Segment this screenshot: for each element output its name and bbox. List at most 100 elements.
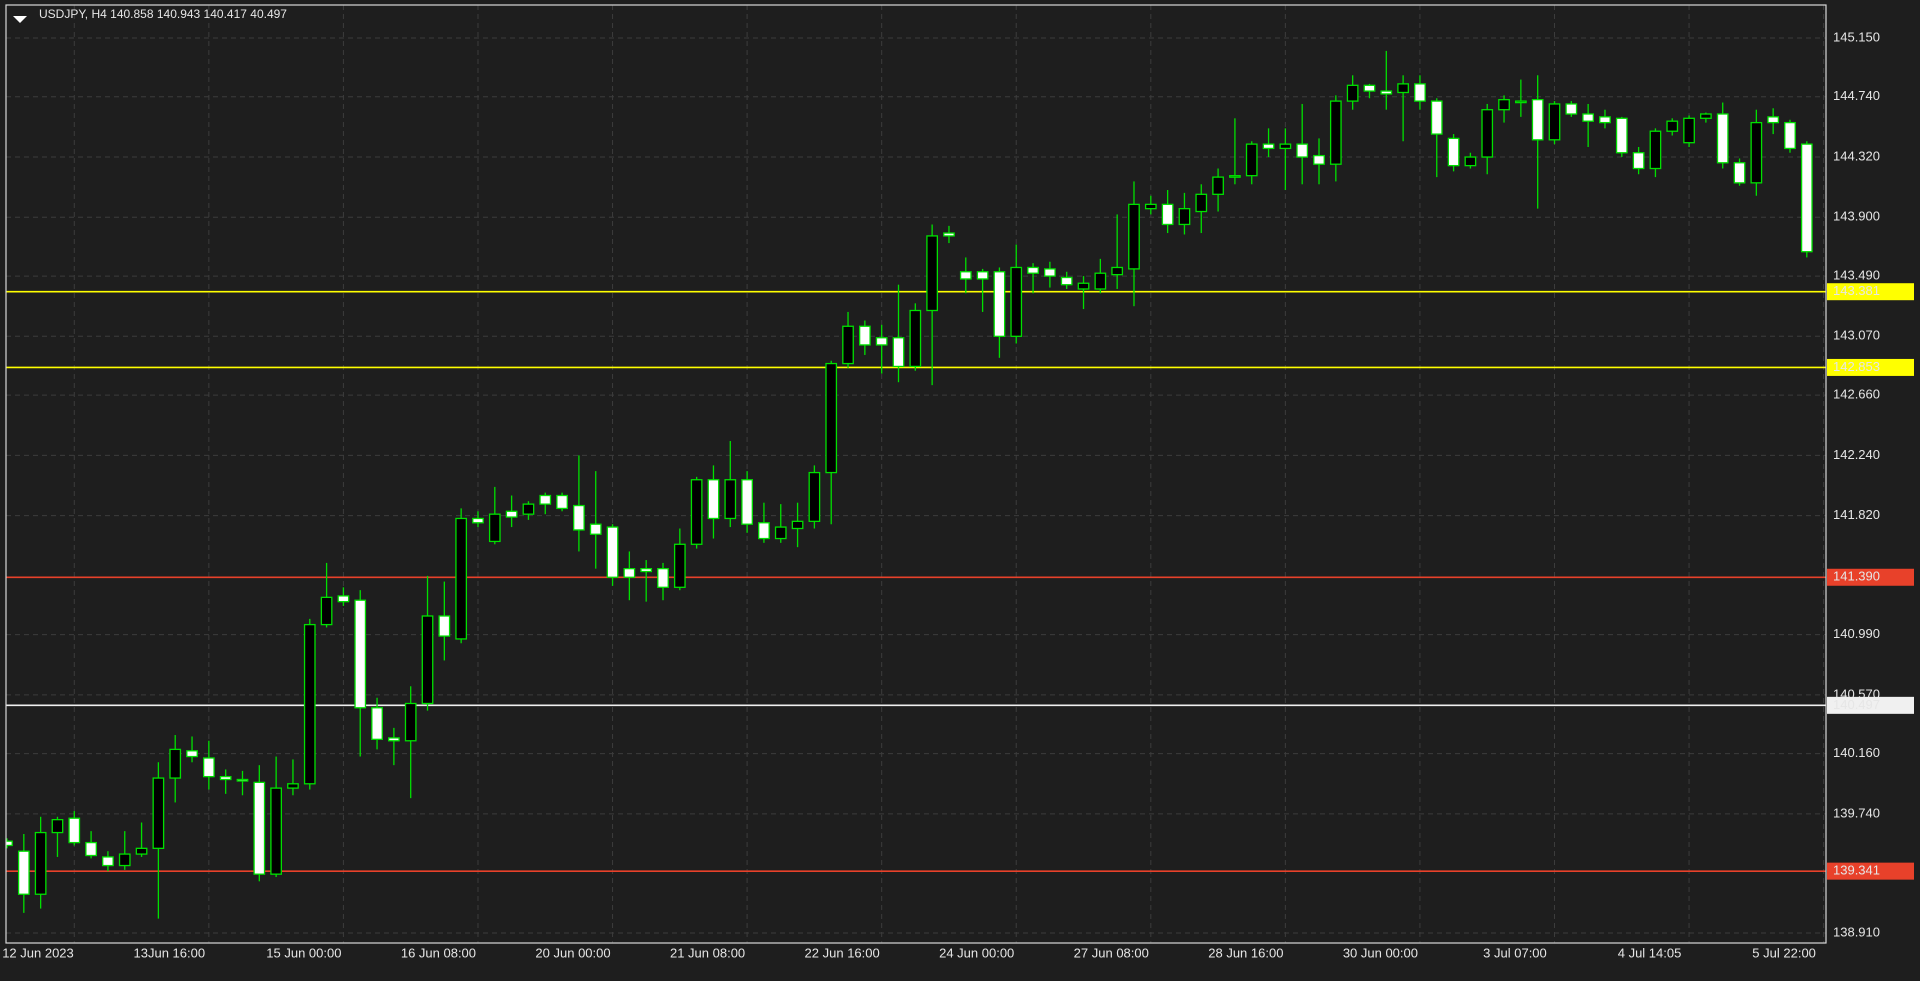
- y-tick-label: 139.740: [1833, 805, 1880, 820]
- candle-body: [758, 522, 770, 540]
- candle-body: [1161, 203, 1174, 226]
- candle-body: [623, 568, 636, 578]
- candle-body: [1128, 203, 1140, 270]
- level-price-label: 139.341: [1833, 863, 1880, 878]
- y-tick-label: 143.070: [1833, 328, 1880, 343]
- candle-body: [909, 309, 922, 368]
- y-tick-label: 144.320: [1833, 148, 1880, 163]
- candle-body: [1632, 152, 1645, 170]
- menu-arrow[interactable]: [13, 16, 27, 23]
- x-tick-label: 4 Jul 14:05: [1618, 945, 1682, 960]
- candle-body: [85, 841, 97, 857]
- level-price-label: 142.853: [1833, 359, 1880, 374]
- candle-body: [1599, 116, 1611, 124]
- candle-body: [371, 707, 383, 740]
- candle-body: [455, 517, 468, 640]
- candle-body: [152, 777, 165, 849]
- candle-body: [640, 568, 653, 573]
- x-tick-label: 20 Jun 00:00: [535, 945, 610, 960]
- level-price-box: [1827, 568, 1914, 586]
- candle-body: [606, 526, 619, 578]
- candle-body: [1144, 203, 1157, 210]
- candle-body: [842, 325, 854, 365]
- candle-body: [741, 479, 753, 525]
- candle-body: [690, 479, 703, 545]
- candle-body: [488, 513, 501, 543]
- candle-body: [791, 520, 804, 530]
- grid: [6, 5, 1826, 943]
- candle-body: [34, 831, 47, 895]
- candle-body: [1430, 100, 1443, 135]
- candle-body: [1716, 113, 1729, 164]
- candle-body: [1750, 121, 1763, 184]
- candle-body: [943, 232, 955, 237]
- candle-body: [1010, 266, 1023, 337]
- candle-body: [1279, 143, 1292, 150]
- candle-body: [354, 599, 367, 709]
- candle-body: [926, 235, 939, 312]
- candle-body: [1262, 143, 1275, 150]
- candle-body: [320, 596, 333, 626]
- candle-body: [404, 702, 417, 742]
- candle-body: [270, 787, 282, 875]
- candle-body: [186, 750, 198, 758]
- candle-body: [1447, 137, 1460, 167]
- y-tick-label: 144.740: [1833, 88, 1880, 103]
- candle-body: [774, 526, 787, 540]
- candle-body: [976, 271, 989, 280]
- x-tick-label: 21 Jun 08:00: [670, 945, 745, 960]
- level-price-box: [1827, 283, 1914, 301]
- x-tick-label: 27 Jun 08:00: [1074, 945, 1149, 960]
- y-tick-label: 142.660: [1833, 387, 1880, 402]
- candle-body: [808, 471, 821, 522]
- candle-body: [51, 819, 64, 834]
- candle-body: [236, 778, 249, 782]
- y-tick-label: 142.240: [1833, 447, 1880, 462]
- candle-body: [858, 325, 871, 346]
- candle-body: [959, 271, 972, 280]
- candle-body: [1615, 117, 1628, 154]
- candle-body: [1397, 83, 1409, 94]
- level-price-label: 140.497: [1833, 697, 1880, 712]
- candle-body: [1346, 84, 1359, 102]
- x-tick-label: 16 Jun 08:00: [401, 945, 476, 960]
- x-tick-label: 3 Jul 07:00: [1483, 945, 1547, 960]
- candle-body: [539, 494, 552, 505]
- candle-body: [1111, 266, 1124, 276]
- chart-title: USDJPY, H4 140.858 140.943 140.417 40.49…: [39, 7, 287, 21]
- candle-body: [1700, 113, 1712, 119]
- candle-body: [1414, 83, 1426, 102]
- x-tick-label: 12 Jun 2023: [2, 945, 74, 960]
- candle-body: [1296, 143, 1309, 158]
- candle-body: [438, 615, 451, 637]
- candle-body: [472, 517, 484, 524]
- x-tick-label: 28 Jun 16:00: [1208, 945, 1283, 960]
- candle-body: [657, 568, 669, 588]
- candle-body: [1329, 100, 1342, 165]
- candle-body: [1784, 121, 1796, 150]
- candle-body: [253, 781, 266, 875]
- y-tick-label: 143.900: [1833, 209, 1880, 224]
- level-price-box: [1827, 862, 1914, 880]
- candle-body: [1212, 176, 1224, 195]
- candle-body: [1060, 276, 1073, 286]
- candle-body: [1077, 282, 1090, 290]
- x-tick-label: 22 Jun 16:00: [805, 945, 880, 960]
- candle-body: [1683, 117, 1695, 144]
- candle-body: [287, 783, 299, 789]
- level-price-box: [1827, 696, 1914, 714]
- candle-body: [1380, 90, 1393, 95]
- x-tick-label: 15 Jun 00:00: [266, 945, 341, 960]
- candle-body: [135, 847, 148, 855]
- candle-body: [1582, 113, 1595, 122]
- x-tick-label: 24 Jun 00:00: [939, 945, 1014, 960]
- candle-body: [1565, 103, 1578, 115]
- candle-body: [337, 595, 350, 603]
- candle-body: [1245, 143, 1258, 177]
- candle-body: [202, 757, 215, 778]
- candle-body: [1027, 266, 1039, 274]
- candle-body: [1767, 116, 1780, 124]
- y-tick-label: 140.990: [1833, 626, 1880, 641]
